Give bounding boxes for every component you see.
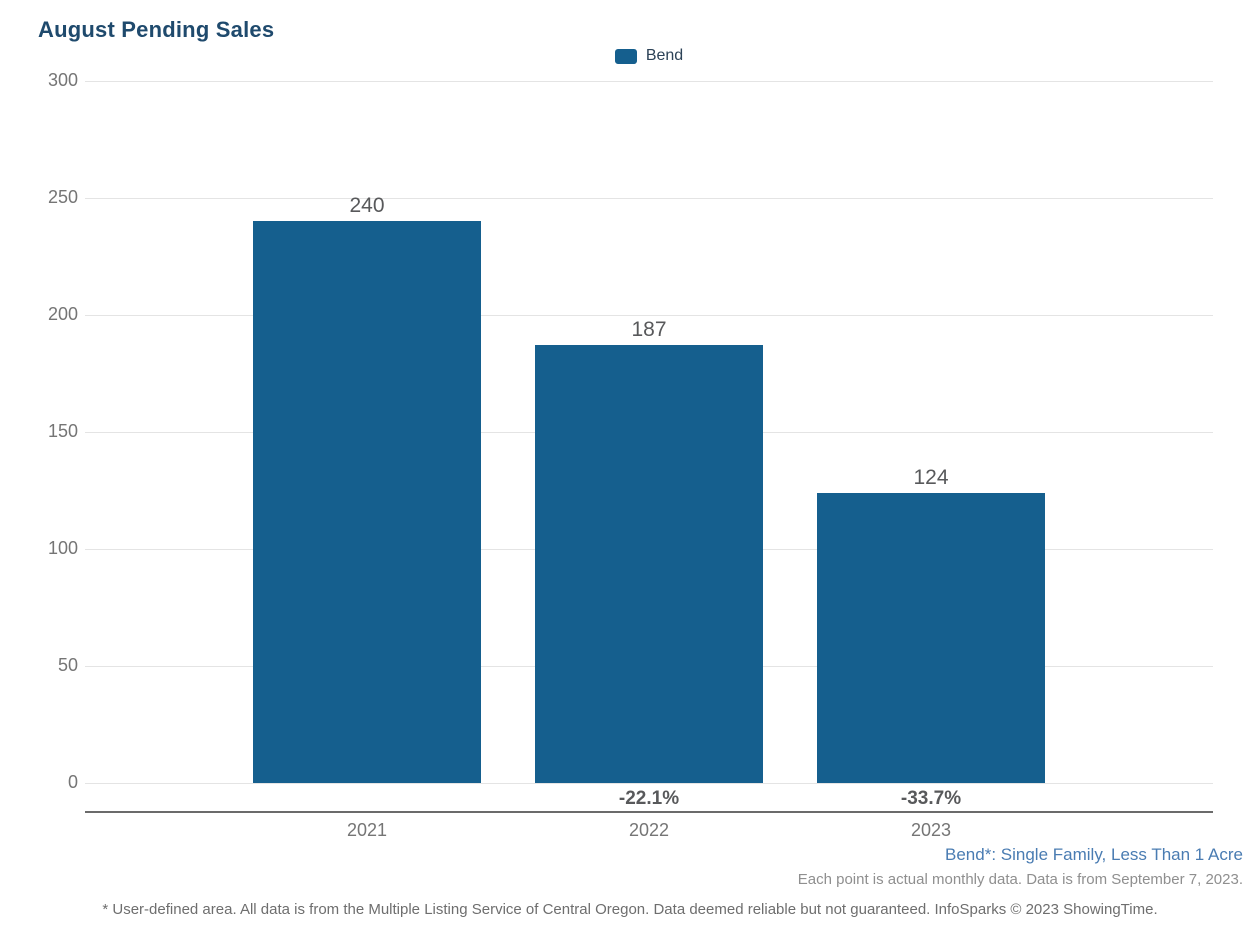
plot-area	[85, 80, 1213, 784]
gridline-y-300	[85, 80, 1213, 82]
y-tick-label-150: 150	[47, 421, 78, 441]
y-tick-label-250: 250	[47, 187, 78, 207]
gridline-y-250	[85, 197, 1213, 199]
chart-legend: Bend	[85, 47, 1213, 65]
chart-title: August Pending Sales	[38, 17, 275, 42]
y-tick-label-50: 50	[57, 655, 78, 675]
legend-swatch-icon	[614, 48, 637, 64]
y-tick-label-200: 200	[47, 304, 78, 324]
bar-value-label-2022: 187	[631, 318, 667, 342]
pct-change-label-2023: -33.7%	[900, 788, 962, 809]
bar-2022[interactable]	[535, 345, 763, 783]
legend-label: Bend	[645, 47, 684, 64]
series-definition-footnote: Bend*: Single Family, Less Than 1 Acre	[945, 845, 1243, 864]
y-tick-label-100: 100	[47, 538, 78, 558]
x-axis-line	[85, 811, 1213, 813]
x-category-label-2023: 2023	[910, 820, 952, 840]
x-category-label-2021: 2021	[346, 820, 388, 840]
bar-2021[interactable]	[253, 221, 481, 783]
x-category-label-2022: 2022	[628, 820, 670, 840]
gridline-y-200	[85, 314, 1213, 316]
bar-2023[interactable]	[817, 492, 1045, 783]
pct-change-label-2022: -22.1%	[618, 788, 680, 809]
disclaimer-footnote: * User-defined area. All data is from th…	[102, 901, 1158, 918]
y-axis-tick-labels: 0 50 100 150 200 250 300	[30, 70, 78, 792]
y-tick-label-300: 300	[47, 70, 78, 90]
y-tick-label-0: 0	[67, 772, 78, 792]
bar-value-label-2023: 124	[913, 465, 949, 489]
legend-item-bend[interactable]: Bend	[614, 47, 684, 65]
bar-value-label-2021: 240	[349, 194, 385, 218]
data-source-footnote: Each point is actual monthly data. Data …	[797, 871, 1243, 888]
gridline-y-0	[85, 782, 1213, 784]
